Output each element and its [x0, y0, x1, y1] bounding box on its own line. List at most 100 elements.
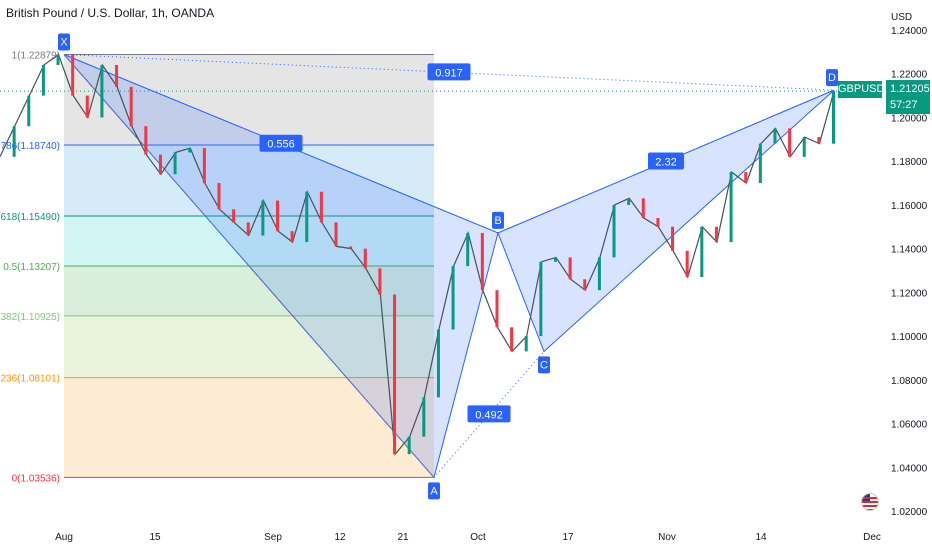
candle	[27, 95, 31, 127]
candle	[729, 172, 733, 243]
candle	[641, 198, 645, 219]
fib-level-label: 0(1.03536)	[12, 473, 60, 484]
pattern-point-b: B	[492, 211, 504, 229]
candle	[173, 152, 177, 175]
y-tick-label: 1.08000	[891, 376, 928, 387]
candle	[539, 261, 543, 337]
fib-level-label: 0.786(1.18740)	[0, 141, 60, 152]
candle	[334, 222, 338, 247]
candle	[407, 436, 411, 455]
candle	[656, 218, 660, 227]
candle	[319, 191, 323, 223]
y-tick-label: 1.20000	[891, 113, 928, 124]
fib-level-label: 0.5(1.13207)	[3, 262, 60, 273]
candle	[158, 154, 162, 175]
ratio-labels: 0.917 0.556 0.492 2.32	[259, 63, 684, 423]
chart-title: British Pound / U.S. Dollar, 1h, OANDA	[6, 6, 215, 20]
pattern-point-c: C	[538, 356, 550, 374]
candle	[700, 226, 704, 278]
xb-ratio-badge: 0.556	[259, 134, 303, 152]
candle	[451, 266, 455, 330]
candle	[495, 290, 499, 328]
us-flag-icon[interactable]	[861, 493, 879, 511]
candle	[393, 294, 397, 455]
fib-level-label: 0.382(1.10925)	[0, 312, 60, 323]
candle	[56, 54, 60, 65]
pattern-point-d: D	[826, 69, 838, 87]
ratio-badge	[648, 152, 684, 170]
y-tick-label: 1.04000	[891, 463, 928, 474]
y-tick-label: 1.18000	[891, 157, 928, 168]
pattern-point-label: C	[540, 359, 548, 371]
x-tick-label: Nov	[658, 532, 676, 543]
xa-guide-line	[63, 54, 435, 478]
fib-band	[64, 145, 434, 217]
candle	[202, 148, 206, 184]
candle	[41, 64, 45, 96]
candle	[12, 126, 16, 157]
candle	[524, 336, 528, 352]
fib-band	[64, 377, 434, 478]
y-axis[interactable]: USD 1.24000 1.22000 1.20000 1.18000 1.16000 1.…	[891, 12, 928, 518]
pattern-markers: X A B C D	[58, 33, 838, 500]
candle	[554, 257, 557, 262]
ratio-label: 2.32	[655, 157, 676, 169]
candle	[276, 200, 279, 232]
ratio-label: 0.556	[267, 139, 295, 151]
candle	[568, 257, 572, 280]
candle	[115, 64, 119, 87]
fib-band	[64, 265, 434, 316]
candle	[597, 257, 601, 291]
bd-ratio-badge: 2.32	[648, 152, 684, 170]
candle	[583, 279, 587, 291]
pattern-point-x: X	[58, 33, 70, 51]
x-tick-label: 12	[334, 532, 346, 543]
ac-ratio-badge: 0.492	[467, 405, 511, 423]
y-tick-label: 1.22000	[891, 70, 928, 81]
candle	[510, 327, 514, 352]
pattern-point-badge	[58, 33, 70, 51]
pattern-point-label: A	[430, 485, 438, 497]
xd-ratio-line	[63, 54, 835, 91]
candle	[188, 148, 192, 153]
candle	[832, 91, 835, 144]
pattern-point-badge	[826, 69, 838, 87]
candle	[100, 64, 104, 118]
fib-level-label: 1(1.22879)	[12, 51, 60, 62]
candle	[685, 250, 689, 278]
candle	[817, 137, 821, 144]
bd-ratio-line	[497, 89, 835, 234]
fib-bands	[64, 54, 434, 478]
candle	[85, 95, 89, 118]
ratio-badge	[427, 63, 471, 81]
fib-band	[64, 54, 434, 146]
candle	[788, 128, 792, 157]
x-tick-label: Dec	[863, 532, 881, 543]
candle	[232, 209, 236, 223]
candle	[261, 200, 265, 236]
fib-labels: 1(1.22879) 0.786(1.18740) 0.618(1.15490) 0.…	[0, 51, 60, 485]
y-tick-label: 1.24000	[891, 26, 928, 37]
y-tick-label: 1.16000	[891, 201, 928, 212]
y-tick-label: 1.02000	[891, 507, 928, 518]
candle	[217, 183, 221, 210]
pattern-point-label: B	[494, 215, 501, 227]
x-tick-label: 21	[397, 532, 409, 543]
fib-level-label: 0.236(1.08101)	[0, 374, 60, 385]
candle	[744, 172, 748, 184]
ratio-badge	[467, 405, 511, 423]
candle	[773, 128, 777, 144]
y-tick-label: 1.12000	[891, 288, 928, 299]
candle	[305, 191, 309, 243]
pattern-point-a: A	[428, 482, 440, 500]
x-tick-label: 14	[755, 532, 767, 543]
y-tick-label: 1.14000	[891, 245, 928, 256]
y-tick-label: 1.06000	[891, 420, 928, 431]
candle	[129, 86, 133, 127]
x-axis[interactable]: Aug 15 Sep 12 21 Oct 17 Nov 14 Dec	[55, 532, 881, 543]
pattern-point-label: X	[60, 37, 68, 49]
candle	[612, 204, 616, 258]
candle	[671, 226, 675, 251]
x-tick-label: 15	[149, 532, 161, 543]
